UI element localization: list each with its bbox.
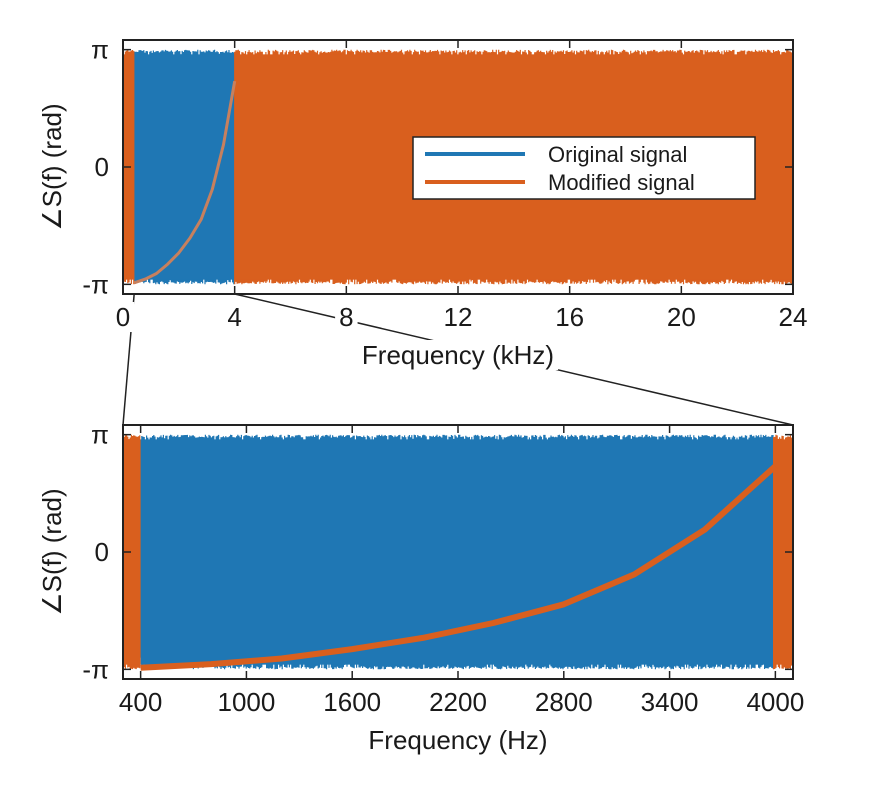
y-tick-label: -π bbox=[82, 269, 109, 299]
x-tick-label: 4 bbox=[227, 302, 241, 332]
x-tick-label: 0 bbox=[116, 302, 130, 332]
x-tick-label: 20 bbox=[667, 302, 696, 332]
modified-signal-band-1-0-fill bbox=[123, 439, 141, 665]
x-tick-label: 16 bbox=[555, 302, 584, 332]
legend-box bbox=[412, 136, 756, 200]
legend-entry-original: Original signal bbox=[548, 142, 687, 167]
x-tick-label: 8 bbox=[339, 302, 353, 332]
top-x-axis-label: Frequency (kHz) bbox=[362, 340, 554, 370]
y-tick-label: 0 bbox=[95, 537, 109, 567]
label-backing bbox=[90, 152, 113, 182]
label-backing bbox=[335, 302, 358, 332]
modified-signal-band-1-1 bbox=[773, 434, 794, 670]
modified-signal-phase-ramp-0 bbox=[133, 80, 237, 285]
label-backing bbox=[223, 302, 246, 332]
label-backing bbox=[439, 302, 477, 332]
legend-entry-modified: Modified signal bbox=[548, 170, 695, 195]
y-tick-label: 0 bbox=[95, 152, 109, 182]
label-backing bbox=[551, 302, 589, 332]
modified-signal-phase-ramp-1 bbox=[140, 463, 778, 671]
y-tick-label: π bbox=[91, 420, 109, 450]
legend: Original signal Modified signal bbox=[412, 136, 756, 200]
original-signal-band-1 bbox=[140, 434, 776, 670]
label-backing bbox=[87, 34, 113, 65]
modified-signal-band-1-1-fill bbox=[773, 439, 793, 665]
original-signal-band-0 bbox=[133, 49, 235, 285]
x-tick-label: 12 bbox=[444, 302, 473, 332]
top-y-axis-label: ∠S(f) (rad) bbox=[37, 103, 67, 230]
bottom-axes-data bbox=[122, 434, 794, 671]
label-backing bbox=[774, 302, 812, 332]
x-tick-label: 1000 bbox=[217, 687, 275, 717]
x-tick-label: 2800 bbox=[535, 687, 593, 717]
bottom-x-axis-label: Frequency (Hz) bbox=[368, 725, 547, 755]
label-backing bbox=[78, 269, 113, 300]
top-axes: 0 4 8 12 16 20 24-π0π Frequency (kHz) ∠S(f) (r… bbox=[37, 34, 812, 370]
x-tick-label: 1600 bbox=[323, 687, 381, 717]
x-tick-label: 4000 bbox=[746, 687, 804, 717]
bottom-axes-ticks: 400 1000 1600 2200 2800 3400 4000 -π 0 π bbox=[82, 420, 804, 717]
bottom-y-axis-label: ∠S(f) (rad) bbox=[37, 488, 67, 615]
x-tick-label: 2200 bbox=[429, 687, 487, 717]
x-tick-label: 24 bbox=[779, 302, 808, 332]
label-backing bbox=[111, 302, 135, 332]
label-backing bbox=[357, 340, 559, 370]
bottom-axes: 400 1000 1600 2200 2800 3400 4000 -π 0 π Frequenc… bbox=[37, 420, 804, 755]
x-tick-label: 3400 bbox=[641, 687, 699, 717]
x-tick-label: 400 bbox=[119, 687, 162, 717]
y-tick-label: -π bbox=[82, 654, 109, 684]
label-backing bbox=[662, 302, 700, 332]
y-tick-label: π bbox=[91, 35, 109, 65]
top-axes-ticks: 0 4 8 12 16 20 24-π0π bbox=[78, 34, 812, 332]
